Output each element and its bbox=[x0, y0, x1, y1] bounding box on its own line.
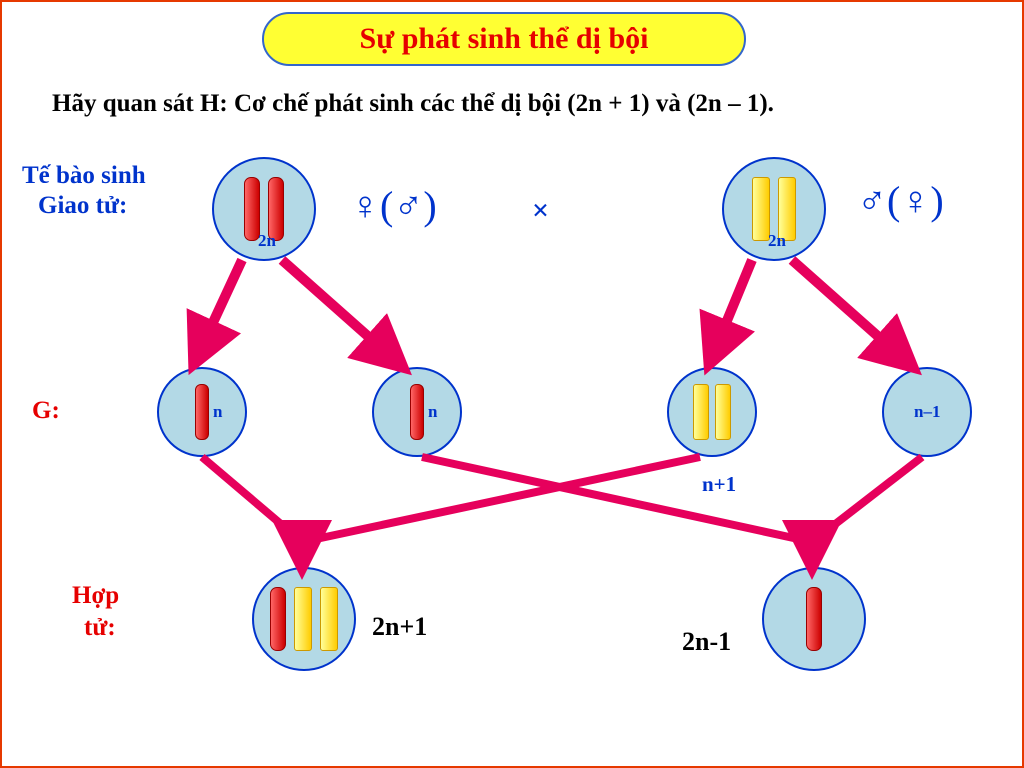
zygote-label-2: tử: bbox=[84, 614, 116, 642]
cross-symbol: × bbox=[532, 194, 549, 228]
cell-zygote-1 bbox=[252, 567, 356, 671]
ploidy-label: 2n bbox=[258, 231, 276, 251]
cell-parent-left: 2n bbox=[212, 157, 316, 261]
cell-zygote-2 bbox=[762, 567, 866, 671]
ploidy-label-g3: n+1 bbox=[702, 472, 736, 497]
diagram-frame: Sự phát sinh thể dị bội Hãy quan sát H: … bbox=[0, 0, 1024, 768]
cell-gamete-2: n bbox=[372, 367, 462, 457]
g-label: G: bbox=[32, 397, 60, 425]
subtitle: Hãy quan sát H: Cơ chế phát sinh các thể… bbox=[52, 90, 774, 118]
zygote-tag-2: 2n-1 bbox=[682, 627, 731, 657]
chromosome-yellow bbox=[693, 384, 709, 440]
gender-right: ♂(♀) bbox=[857, 177, 944, 224]
cell-gamete-3 bbox=[667, 367, 757, 457]
gender-left: ♀(♂) bbox=[350, 182, 437, 229]
title-box: Sự phát sinh thể dị bội bbox=[262, 12, 746, 66]
chromosome-red bbox=[270, 587, 286, 651]
chromosome-yellow bbox=[320, 587, 338, 651]
ploidy-label: 2n bbox=[768, 231, 786, 251]
chromosome-red bbox=[195, 384, 209, 440]
chromosome-red bbox=[806, 587, 822, 651]
zygote-tag-1: 2n+1 bbox=[372, 612, 427, 642]
chromosome-yellow bbox=[715, 384, 731, 440]
chromosome-red bbox=[410, 384, 424, 440]
ploidy-label: n bbox=[428, 402, 437, 422]
title-text: Sự phát sinh thể dị bội bbox=[360, 22, 649, 56]
parent-label-2: Giao tử: bbox=[38, 192, 127, 220]
parent-label-1: Tế bào sinh bbox=[22, 162, 146, 190]
cell-gamete-4: n–1 bbox=[882, 367, 972, 457]
zygote-label-1: Hợp bbox=[72, 582, 119, 610]
ploidy-label: n–1 bbox=[914, 402, 940, 422]
ploidy-label: n bbox=[213, 402, 222, 422]
cell-parent-right: 2n bbox=[722, 157, 826, 261]
cell-gamete-1: n bbox=[157, 367, 247, 457]
chromosome-yellow bbox=[294, 587, 312, 651]
